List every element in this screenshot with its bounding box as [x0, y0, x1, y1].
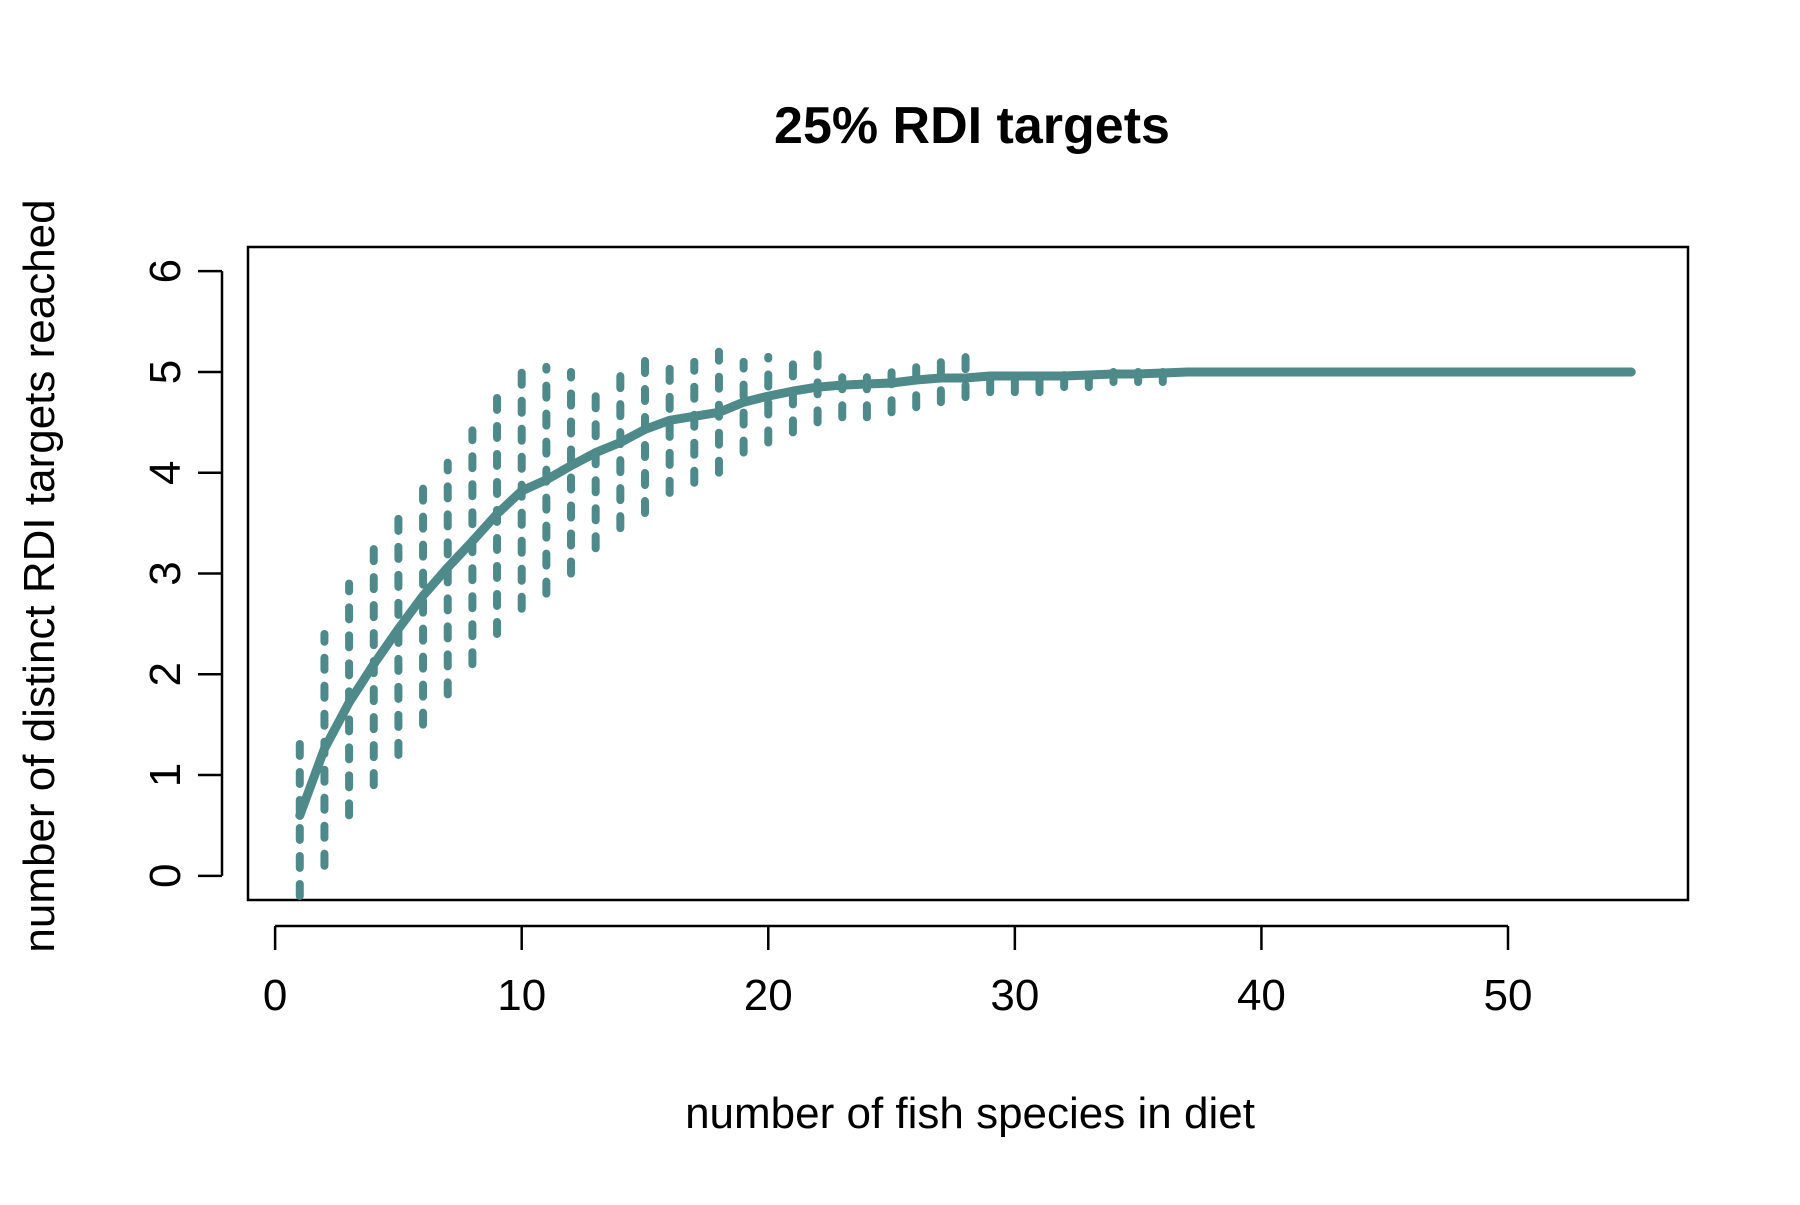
- y-axis-label: number of distinct RDI targets reached: [15, 199, 64, 952]
- y-tick-label: 2: [141, 662, 190, 686]
- y-axis: 0 1 2 3 4 5 6: [141, 259, 224, 888]
- y-tick-label: 0: [141, 864, 190, 888]
- y-tick-label: 6: [141, 259, 190, 283]
- mean-series: [295, 367, 1636, 820]
- x-tick-label: 20: [744, 971, 793, 1020]
- x-axis: 0 10 20 30 40 50: [263, 924, 1533, 1020]
- y-tick-label: 1: [141, 763, 190, 787]
- x-tick-label: 0: [263, 971, 287, 1020]
- range-series: [295, 342, 1167, 900]
- plot-frame: [246, 245, 1690, 902]
- y-tick-label: 3: [141, 561, 190, 585]
- chart-title: 25% RDI targets: [774, 97, 1170, 155]
- x-tick-label: 10: [497, 971, 546, 1020]
- x-tick-label: 30: [990, 971, 1039, 1020]
- y-tick-label: 4: [141, 460, 190, 484]
- mean-line: [295, 367, 1636, 820]
- x-tick-label: 40: [1237, 971, 1286, 1020]
- x-tick-label: 50: [1484, 971, 1533, 1020]
- y-tick-label: 5: [141, 360, 190, 384]
- x-axis-label: number of fish species in diet: [685, 1089, 1255, 1138]
